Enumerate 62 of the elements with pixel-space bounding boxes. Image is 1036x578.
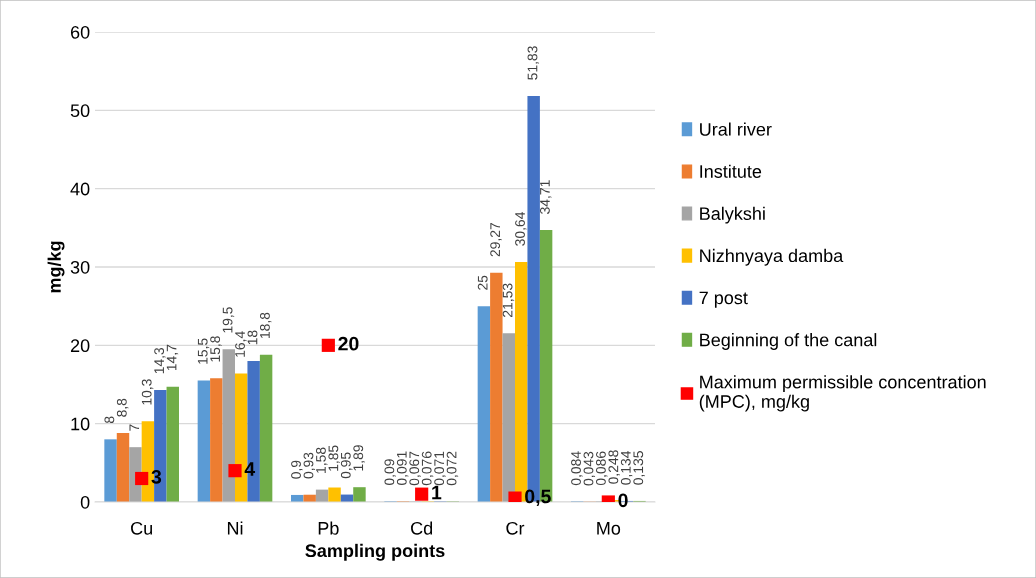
legend-label: Nizhnyaya damba <box>700 248 844 266</box>
data-label: 25 <box>477 275 488 290</box>
data-label: 8 <box>104 416 115 424</box>
data-label: 16,4 <box>235 331 247 357</box>
data-label: 0,5 <box>525 489 551 507</box>
y-tick-label: 40 <box>70 182 90 196</box>
x-tick-label: Cr <box>506 521 525 535</box>
data-label: 0,09 <box>384 459 396 486</box>
data-label: 8,8 <box>116 398 129 417</box>
data-label: 0,076 <box>421 451 434 486</box>
data-label: 1 <box>432 485 442 500</box>
x-tick-label: Pb <box>318 521 339 535</box>
legend-label: Balykshi <box>700 206 765 224</box>
data-label: 0,95 <box>340 452 353 479</box>
y-tick-label: 20 <box>70 339 90 353</box>
legend-label: Beginning of the canal <box>700 333 877 350</box>
data-label: 10,3 <box>141 379 154 405</box>
y-tick-label: 50 <box>70 104 90 118</box>
data-label: 30,64 <box>515 211 527 246</box>
data-label: 0,9 <box>291 460 303 479</box>
x-tick-label: Cd <box>411 521 433 535</box>
data-label: 0,93 <box>303 452 316 479</box>
data-label: 34,71 <box>540 180 552 214</box>
data-label: 19,5 <box>222 307 235 333</box>
y-tick-label: 60 <box>70 25 90 39</box>
data-label: 51,83 <box>527 46 540 80</box>
legend-label: 7 post <box>699 291 748 308</box>
data-label: 0,043 <box>583 451 596 486</box>
y-axis-title: mg/kg <box>47 241 65 293</box>
data-label: 14,7 <box>166 344 179 371</box>
legend-label: Institute <box>700 164 762 178</box>
data-label: 1,58 <box>316 447 328 473</box>
y-tick-label: 0 <box>80 495 90 509</box>
x-tick-label: Mo <box>597 522 621 535</box>
data-label: 0,248 <box>608 450 620 484</box>
data-label: 1,85 <box>328 445 340 471</box>
data-label: 1,89 <box>353 445 365 471</box>
data-label: 0,072 <box>446 451 459 486</box>
data-label: 29,27 <box>490 222 502 257</box>
data-label: 0,091 <box>396 451 409 486</box>
data-label: 0 <box>618 493 628 508</box>
data-label: 0,086 <box>596 451 608 486</box>
data-label: 20 <box>338 336 359 351</box>
y-tick-label: 30 <box>70 260 90 274</box>
x-tick-label: Ni <box>227 521 243 535</box>
y-tick-label: 10 <box>71 417 90 431</box>
data-label: 14,3 <box>154 347 166 374</box>
data-label: 21,53 <box>502 283 515 317</box>
x-tick-label: Cu <box>131 521 153 535</box>
data-label: 18,8 <box>260 312 272 339</box>
legend-label: Ural river <box>700 122 772 136</box>
data-label: 7 <box>129 424 140 431</box>
data-label: 15,8 <box>210 336 222 362</box>
legend-label: Maximum permissible concentration (MPC), mg/kg <box>699 375 986 412</box>
data-label: 0,134 <box>620 450 633 485</box>
data-label: 0,084 <box>571 451 583 486</box>
data-label: 15,5 <box>197 338 210 364</box>
data-label: 0,067 <box>409 451 421 486</box>
x-axis-title: Sampling points <box>305 543 445 561</box>
data-label: 0,135 <box>633 451 645 485</box>
data-label: 18 <box>247 330 258 345</box>
data-label: 0,071 <box>434 451 446 486</box>
